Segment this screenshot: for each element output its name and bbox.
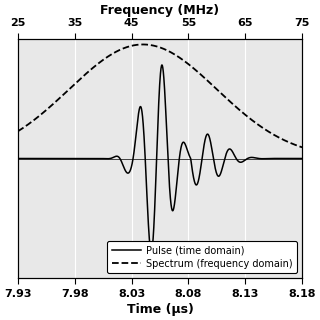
Spectrum (frequency domain) xyxy=(125,45,129,49)
Spectrum (frequency domain) xyxy=(264,128,268,132)
Pulse (time domain) xyxy=(125,171,129,175)
Pulse (time domain) xyxy=(264,157,268,161)
Pulse (time domain) xyxy=(160,63,164,67)
Spectrum (frequency domain) xyxy=(295,143,299,147)
X-axis label: Frequency (MHz): Frequency (MHz) xyxy=(100,4,220,17)
Spectrum (frequency domain) xyxy=(65,89,69,93)
Pulse (time domain) xyxy=(16,156,20,160)
Spectrum (frequency domain) xyxy=(16,129,20,133)
Pulse (time domain) xyxy=(295,156,299,160)
Spectrum (frequency domain) xyxy=(300,145,304,149)
Line: Pulse (time domain): Pulse (time domain) xyxy=(18,65,302,252)
Pulse (time domain) xyxy=(300,156,304,160)
Legend: Pulse (time domain), Spectrum (frequency domain): Pulse (time domain), Spectrum (frequency… xyxy=(107,241,297,273)
Spectrum (frequency domain) xyxy=(141,43,145,46)
Pulse (time domain) xyxy=(137,108,141,112)
Line: Spectrum (frequency domain): Spectrum (frequency domain) xyxy=(18,44,302,147)
Spectrum (frequency domain) xyxy=(48,105,52,108)
Pulse (time domain) xyxy=(48,156,52,160)
Spectrum (frequency domain) xyxy=(137,43,141,46)
Pulse (time domain) xyxy=(149,250,153,254)
Pulse (time domain) xyxy=(65,156,69,160)
X-axis label: Time (μs): Time (μs) xyxy=(127,303,193,316)
